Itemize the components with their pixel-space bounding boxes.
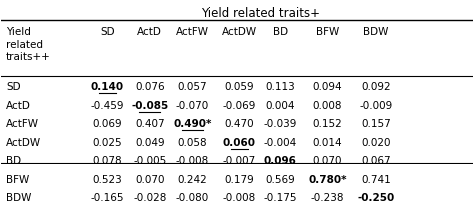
Text: 0.113: 0.113: [265, 82, 295, 92]
Text: -0.070: -0.070: [175, 100, 209, 110]
Text: 0.069: 0.069: [92, 119, 122, 128]
Text: 0.008: 0.008: [313, 100, 342, 110]
Text: 0.059: 0.059: [225, 82, 254, 92]
Text: 0.242: 0.242: [177, 174, 207, 184]
Text: ActD: ActD: [6, 100, 31, 110]
Text: -0.009: -0.009: [359, 100, 392, 110]
Text: SD: SD: [100, 27, 115, 37]
Text: 0.025: 0.025: [92, 137, 122, 147]
Text: -0.008: -0.008: [175, 155, 209, 165]
Text: 0.179: 0.179: [225, 174, 254, 184]
Text: 0.060: 0.060: [223, 137, 256, 147]
Text: 0.058: 0.058: [177, 137, 207, 147]
Text: -0.007: -0.007: [223, 155, 256, 165]
Text: 0.094: 0.094: [313, 82, 342, 92]
Text: ActFW: ActFW: [6, 119, 39, 128]
Text: 0.020: 0.020: [361, 137, 391, 147]
Text: -0.069: -0.069: [223, 100, 256, 110]
Text: 0.157: 0.157: [361, 119, 391, 128]
Text: 0.470: 0.470: [225, 119, 254, 128]
Text: 0.490*: 0.490*: [173, 119, 211, 128]
Text: 0.096: 0.096: [264, 155, 297, 165]
Text: 0.140: 0.140: [91, 82, 124, 92]
Text: 0.070: 0.070: [313, 155, 342, 165]
Text: -0.028: -0.028: [133, 192, 166, 202]
Text: 0.070: 0.070: [135, 174, 164, 184]
Text: -0.165: -0.165: [91, 192, 124, 202]
Text: Yield related traits+: Yield related traits+: [201, 7, 320, 20]
Text: 0.152: 0.152: [312, 119, 342, 128]
Text: Yield
related
traits++: Yield related traits++: [6, 27, 51, 62]
Text: -0.238: -0.238: [311, 192, 344, 202]
Text: -0.175: -0.175: [264, 192, 297, 202]
Text: BFW: BFW: [316, 27, 339, 37]
Text: BDW: BDW: [364, 27, 389, 37]
Text: -0.004: -0.004: [264, 137, 297, 147]
Text: 0.004: 0.004: [265, 100, 295, 110]
Text: 0.569: 0.569: [265, 174, 295, 184]
Text: 0.741: 0.741: [361, 174, 391, 184]
Text: SD: SD: [6, 82, 21, 92]
Text: 0.407: 0.407: [135, 119, 164, 128]
Text: -0.005: -0.005: [133, 155, 166, 165]
Text: -0.250: -0.250: [357, 192, 395, 202]
Text: 0.014: 0.014: [313, 137, 342, 147]
Text: 0.092: 0.092: [361, 82, 391, 92]
Text: -0.080: -0.080: [175, 192, 209, 202]
Text: -0.459: -0.459: [91, 100, 124, 110]
Text: -0.039: -0.039: [264, 119, 297, 128]
Text: BD: BD: [273, 27, 288, 37]
Text: ActFW: ActFW: [176, 27, 209, 37]
Text: BFW: BFW: [6, 174, 29, 184]
Text: 0.049: 0.049: [135, 137, 164, 147]
Text: ActD: ActD: [137, 27, 162, 37]
Text: -0.008: -0.008: [223, 192, 256, 202]
Text: ActDW: ActDW: [6, 137, 41, 147]
Text: 0.523: 0.523: [92, 174, 122, 184]
Text: BDW: BDW: [6, 192, 31, 202]
Text: 0.067: 0.067: [361, 155, 391, 165]
Text: BD: BD: [6, 155, 21, 165]
Text: -0.085: -0.085: [131, 100, 168, 110]
Text: ActDW: ActDW: [222, 27, 257, 37]
Text: 0.078: 0.078: [92, 155, 122, 165]
Text: 0.057: 0.057: [177, 82, 207, 92]
Text: 0.076: 0.076: [135, 82, 164, 92]
Text: 0.780*: 0.780*: [308, 174, 346, 184]
